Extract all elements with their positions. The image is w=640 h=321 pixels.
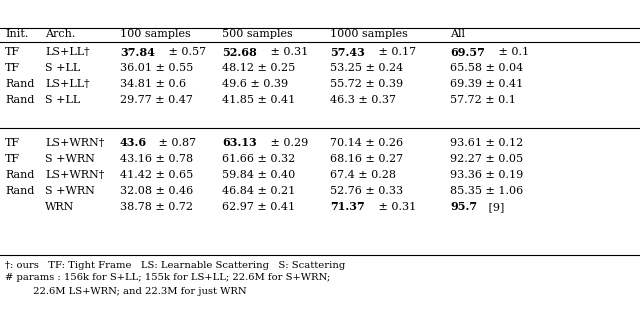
Text: 70.14 ± 0.26: 70.14 ± 0.26 bbox=[330, 138, 403, 148]
Text: 1000 samples: 1000 samples bbox=[330, 29, 408, 39]
Text: [9]: [9] bbox=[485, 202, 504, 212]
Text: LS+WRN†: LS+WRN† bbox=[45, 138, 104, 148]
Text: Arch.: Arch. bbox=[45, 29, 76, 39]
Text: LS+WRN†: LS+WRN† bbox=[45, 170, 104, 180]
Text: Rand: Rand bbox=[5, 186, 35, 196]
Text: 500 samples: 500 samples bbox=[222, 29, 292, 39]
Text: ± 0.29: ± 0.29 bbox=[267, 138, 308, 148]
Text: 53.25 ± 0.24: 53.25 ± 0.24 bbox=[330, 63, 403, 73]
Text: 85.35 ± 1.06: 85.35 ± 1.06 bbox=[450, 186, 524, 196]
Text: S +WRN: S +WRN bbox=[45, 186, 95, 196]
Text: 41.42 ± 0.65: 41.42 ± 0.65 bbox=[120, 170, 193, 180]
Text: 93.61 ± 0.12: 93.61 ± 0.12 bbox=[450, 138, 524, 148]
Text: 43.6: 43.6 bbox=[120, 137, 147, 149]
Text: 48.12 ± 0.25: 48.12 ± 0.25 bbox=[222, 63, 295, 73]
Text: Rand: Rand bbox=[5, 79, 35, 89]
Text: WRN: WRN bbox=[45, 202, 74, 212]
Text: 62.97 ± 0.41: 62.97 ± 0.41 bbox=[222, 202, 295, 212]
Text: 57.72 ± 0.1: 57.72 ± 0.1 bbox=[450, 95, 516, 105]
Text: 55.72 ± 0.39: 55.72 ± 0.39 bbox=[330, 79, 403, 89]
Text: 22.6M LS+WRN; and 22.3M for just WRN: 22.6M LS+WRN; and 22.3M for just WRN bbox=[5, 287, 246, 296]
Text: 57.43: 57.43 bbox=[330, 47, 365, 57]
Text: 61.66 ± 0.32: 61.66 ± 0.32 bbox=[222, 154, 295, 164]
Text: 49.6 ± 0.39: 49.6 ± 0.39 bbox=[222, 79, 288, 89]
Text: 41.85 ± 0.41: 41.85 ± 0.41 bbox=[222, 95, 295, 105]
Text: 59.84 ± 0.40: 59.84 ± 0.40 bbox=[222, 170, 295, 180]
Text: 32.08 ± 0.46: 32.08 ± 0.46 bbox=[120, 186, 193, 196]
Text: TF: TF bbox=[5, 138, 20, 148]
Text: ± 0.1: ± 0.1 bbox=[495, 47, 529, 57]
Text: ± 0.57: ± 0.57 bbox=[165, 47, 206, 57]
Text: 69.39 ± 0.41: 69.39 ± 0.41 bbox=[450, 79, 524, 89]
Text: S +LL: S +LL bbox=[45, 95, 80, 105]
Text: All: All bbox=[450, 29, 465, 39]
Text: 69.57: 69.57 bbox=[450, 47, 485, 57]
Text: Rand: Rand bbox=[5, 95, 35, 105]
Text: Rand: Rand bbox=[5, 170, 35, 180]
Text: TF: TF bbox=[5, 154, 20, 164]
Text: 100 samples: 100 samples bbox=[120, 29, 191, 39]
Text: TF: TF bbox=[5, 47, 20, 57]
Text: 38.78 ± 0.72: 38.78 ± 0.72 bbox=[120, 202, 193, 212]
Text: 37.84: 37.84 bbox=[120, 47, 155, 57]
Text: 68.16 ± 0.27: 68.16 ± 0.27 bbox=[330, 154, 403, 164]
Text: 63.13: 63.13 bbox=[222, 137, 257, 149]
Text: 29.77 ± 0.47: 29.77 ± 0.47 bbox=[120, 95, 193, 105]
Text: LS+LL†: LS+LL† bbox=[45, 79, 90, 89]
Text: 34.81 ± 0.6: 34.81 ± 0.6 bbox=[120, 79, 186, 89]
Text: 71.37: 71.37 bbox=[330, 202, 365, 213]
Text: 52.76 ± 0.33: 52.76 ± 0.33 bbox=[330, 186, 403, 196]
Text: LS+LL†: LS+LL† bbox=[45, 47, 90, 57]
Text: 65.58 ± 0.04: 65.58 ± 0.04 bbox=[450, 63, 524, 73]
Text: ± 0.31: ± 0.31 bbox=[375, 202, 416, 212]
Text: ± 0.31: ± 0.31 bbox=[267, 47, 308, 57]
Text: †: ours   TF: Tight Frame   LS: Learnable Scattering   S: Scattering: †: ours TF: Tight Frame LS: Learnable Sc… bbox=[5, 261, 345, 270]
Text: ± 0.87: ± 0.87 bbox=[155, 138, 196, 148]
Text: 95.7: 95.7 bbox=[450, 202, 477, 213]
Text: 43.16 ± 0.78: 43.16 ± 0.78 bbox=[120, 154, 193, 164]
Text: 36.01 ± 0.55: 36.01 ± 0.55 bbox=[120, 63, 193, 73]
Text: 92.27 ± 0.05: 92.27 ± 0.05 bbox=[450, 154, 523, 164]
Text: 67.4 ± 0.28: 67.4 ± 0.28 bbox=[330, 170, 396, 180]
Text: TF: TF bbox=[5, 63, 20, 73]
Text: S +WRN: S +WRN bbox=[45, 154, 95, 164]
Text: 93.36 ± 0.19: 93.36 ± 0.19 bbox=[450, 170, 524, 180]
Text: 52.68: 52.68 bbox=[222, 47, 257, 57]
Text: Init.: Init. bbox=[5, 29, 28, 39]
Text: 46.84 ± 0.21: 46.84 ± 0.21 bbox=[222, 186, 295, 196]
Text: ± 0.17: ± 0.17 bbox=[375, 47, 416, 57]
Text: # params : 156k for S+LL; 155k for LS+LL; 22.6M for S+WRN;: # params : 156k for S+LL; 155k for LS+LL… bbox=[5, 273, 330, 282]
Text: 46.3 ± 0.37: 46.3 ± 0.37 bbox=[330, 95, 396, 105]
Text: S +LL: S +LL bbox=[45, 63, 80, 73]
